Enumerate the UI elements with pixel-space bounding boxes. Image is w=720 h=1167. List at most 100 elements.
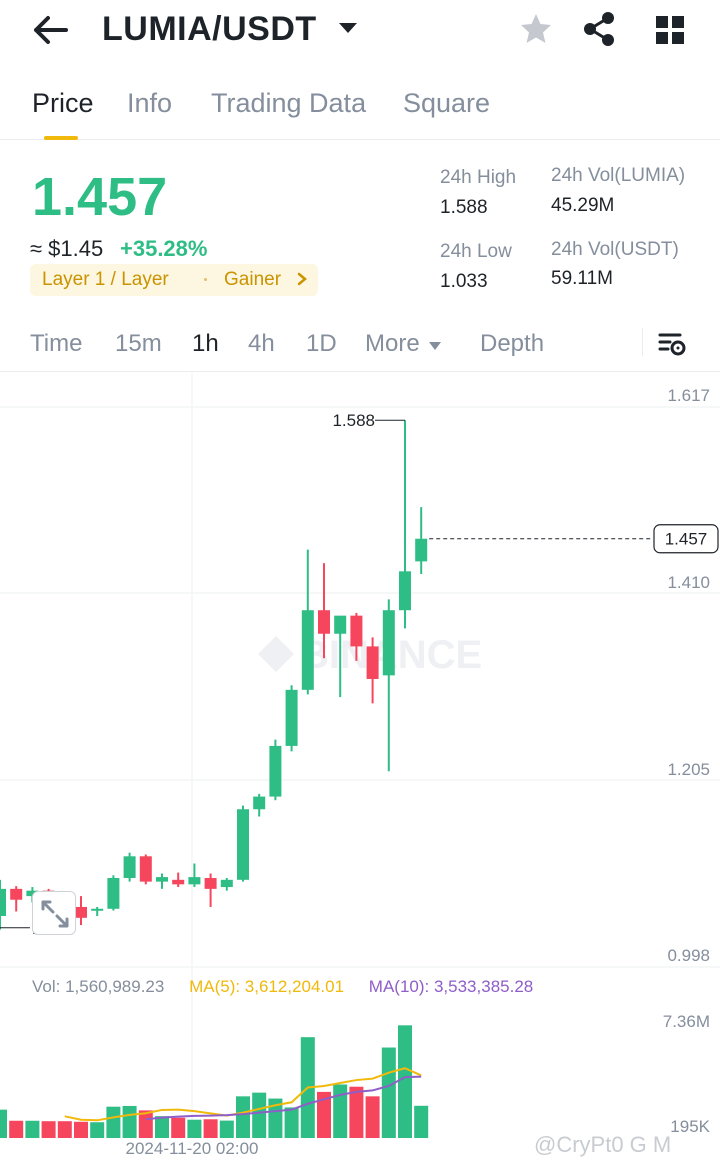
candle-body [10, 888, 23, 900]
interval-15m[interactable]: 15m [115, 330, 162, 357]
vol-legend-ma10: MA(10): 3,533,385.28 [368, 977, 534, 996]
low-value: 1.033 [440, 271, 488, 292]
candle-body [334, 615, 347, 634]
tab-square[interactable]: Square [403, 88, 491, 118]
candle-body [253, 796, 266, 810]
back-arrow-icon[interactable] [30, 10, 74, 50]
binance-logo-icon [258, 636, 294, 672]
interval-more[interactable]: More [365, 330, 420, 357]
tag-category: Layer 1 / Layer [42, 269, 169, 290]
top-bar: LUMIA/USDT [0, 0, 720, 62]
vol-base-value: 45.29M [551, 195, 615, 216]
volume-bar [57, 1121, 72, 1138]
vol-quote-value: 59.11M [551, 268, 613, 289]
candle-body [220, 879, 233, 888]
interval-1h[interactable]: 1h [192, 330, 219, 357]
volume-bar [122, 1105, 137, 1138]
high-value: 1.588 [440, 197, 488, 218]
volume-bar [74, 1121, 88, 1138]
volume-bar [284, 1107, 299, 1138]
star-icon[interactable] [516, 10, 556, 48]
volume-axis-label: 195K [670, 1117, 710, 1136]
ma5-line [64, 1067, 422, 1122]
interval-1d[interactable]: 1D [306, 330, 337, 357]
volume-bar [268, 1098, 283, 1138]
candle-body [382, 610, 395, 676]
volume-bar [90, 1122, 105, 1138]
expand-icon[interactable] [32, 891, 76, 935]
chevron-right-icon [296, 271, 308, 287]
volume-bar [9, 1120, 24, 1138]
tab-price[interactable]: Price [32, 88, 94, 118]
chart-settings-icon[interactable] [656, 328, 688, 360]
volume-bar [398, 1025, 412, 1138]
last-price: 1.457 [32, 167, 168, 227]
tab-trading-data[interactable]: Trading Data [211, 88, 367, 118]
high-marker-label: 1.588 [332, 411, 375, 430]
active-tab-indicator [44, 136, 78, 140]
caret-down-icon[interactable] [336, 18, 360, 38]
volume-bar [187, 1119, 202, 1138]
current-price-label: 1.457 [665, 530, 708, 549]
share-icon[interactable] [580, 10, 620, 48]
price-change: +35.28% [120, 236, 208, 261]
caret-down-icon [428, 338, 442, 350]
volume-legend: Vol: 1,560,989.23 MA(5): 3,612,204.01 MA… [32, 977, 553, 997]
candle-body [285, 689, 298, 746]
candle-body [188, 877, 201, 885]
vol-legend-ma5: MA(5): 3,612,204.01 [189, 977, 345, 996]
candle-body [301, 610, 314, 690]
candle-body [269, 745, 282, 797]
high-label: 24h High [440, 167, 517, 188]
candle-body [350, 615, 363, 647]
candle-body [366, 646, 379, 679]
volume-bar [0, 1109, 7, 1138]
volume-bar [171, 1117, 186, 1138]
volume-axis-label: 7.36M [663, 1012, 710, 1031]
volume-bar [236, 1096, 250, 1138]
tab-depth[interactable]: Depth [480, 330, 545, 357]
price-axis-label: 1.617 [667, 386, 710, 405]
volume-bar [414, 1105, 429, 1138]
vol-base-label: 24h Vol(LUMIA) [551, 165, 686, 186]
volume-bar [365, 1096, 380, 1138]
candle-body [91, 908, 104, 911]
candle-body [172, 879, 185, 885]
vol-quote-label: 24h Vol(USDT) [551, 239, 679, 260]
price-axis-label: 0.998 [667, 946, 710, 965]
candle-body [123, 856, 136, 879]
interval-time[interactable]: Time [30, 330, 83, 357]
category-tag[interactable]: Layer 1 / Layer Gainer [30, 264, 318, 296]
volume-bar [252, 1092, 267, 1138]
divider [642, 328, 643, 356]
time-axis-label: 2024-11-20 02:00 [126, 1139, 259, 1158]
low-label: 24h Low [440, 241, 512, 262]
candle-body [0, 888, 6, 917]
candle-body [156, 877, 168, 882]
current-price-box [653, 524, 719, 554]
interval-4h[interactable]: 4h [248, 330, 275, 357]
tab-bar: Price Info Trading Data Square [0, 80, 720, 140]
candle-body [415, 538, 428, 562]
candlestick-chart[interactable]: BINANCE1.6171.4101.2050.9981.5881.0271.4… [0, 373, 720, 1160]
volume-bar [317, 1091, 331, 1138]
grid-icon[interactable] [652, 12, 688, 48]
pair-title[interactable]: LUMIA/USDT [102, 10, 317, 48]
candle-body [107, 878, 120, 909]
watermark: @CryPt0 G M [534, 1132, 672, 1157]
candle-body [139, 856, 152, 882]
volume-bar [41, 1121, 56, 1138]
tag-separator [204, 278, 207, 281]
vol-legend-vol: Vol: 1,560,989.23 [32, 977, 165, 996]
tab-info[interactable]: Info [127, 88, 173, 118]
price-axis-label: 1.410 [667, 573, 710, 592]
chart-interval-bar: Time 15m 1h 4h 1D More Depth [0, 322, 720, 372]
usd-price: ≈ $1.45 [30, 236, 104, 261]
volume-bar [333, 1084, 348, 1138]
tag-gainer: Gainer [224, 269, 282, 290]
volume-bar [106, 1106, 121, 1138]
volume-bar [25, 1120, 40, 1138]
ma10-line [145, 1075, 422, 1121]
candle-body [75, 906, 87, 918]
volume-bar [349, 1086, 364, 1138]
